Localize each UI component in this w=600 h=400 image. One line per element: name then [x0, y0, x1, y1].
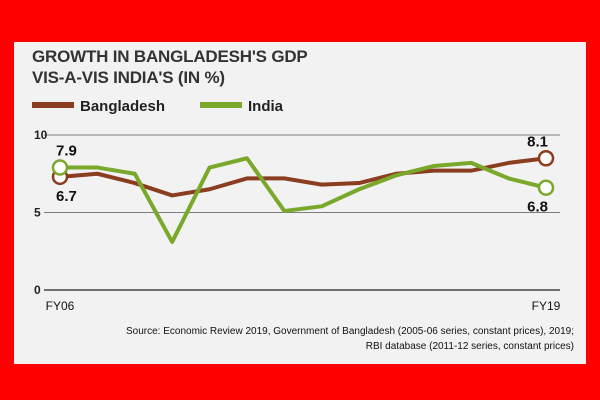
x-tick-label-fy06: FY06: [46, 299, 75, 313]
x-tick-label-fy19: FY19: [532, 299, 561, 313]
legend-swatch-india: [200, 102, 242, 109]
legend-swatch-bangladesh: [32, 102, 74, 109]
data-label-india-start: 7.9: [56, 143, 77, 160]
source-line-1: Source: Economic Review 2019, Government…: [125, 326, 574, 337]
chart-title-line-2: VIS-A-VIS INDIA'S (IN %): [32, 68, 225, 87]
chart-title-line-1: GROWTH IN BANGLADESH'S GDP: [32, 47, 308, 66]
point-marker-india-fy06: [51, 159, 69, 176]
legend-item-bangladesh: Bangladesh: [32, 98, 165, 115]
chart-card: GROWTH IN BANGLADESH'S GDP VIS-A-VIS IND…: [14, 42, 586, 364]
data-label-bangladesh-end: 8.1: [527, 133, 548, 150]
point-marker-bangladesh-fy19: [537, 150, 555, 167]
legend-label-bangladesh: Bangladesh: [80, 98, 166, 115]
data-label-india-end: 6.8: [527, 199, 548, 216]
y-tick-label-10: 10: [34, 128, 48, 142]
point-marker-india-fy19: [537, 179, 555, 196]
chart-title: GROWTH IN BANGLADESH'S GDP VIS-A-VIS IND…: [32, 46, 308, 88]
data-label-bangladesh-start: 6.7: [56, 188, 77, 205]
y-tick-label-0: 0: [34, 283, 41, 297]
legend-item-india: India: [200, 98, 283, 115]
legend-label-india: India: [248, 98, 284, 115]
source-line-2: RBI database (2011-12 series, constant p…: [365, 341, 574, 352]
line-chart: 0 5 10 FY06 FY19 7.9 6.7 8.1 6.8: [34, 128, 561, 313]
source-note: Source: Economic Review 2019, Government…: [94, 324, 574, 354]
y-tick-label-5: 5: [34, 206, 41, 220]
series-line-india: [58, 156, 548, 244]
